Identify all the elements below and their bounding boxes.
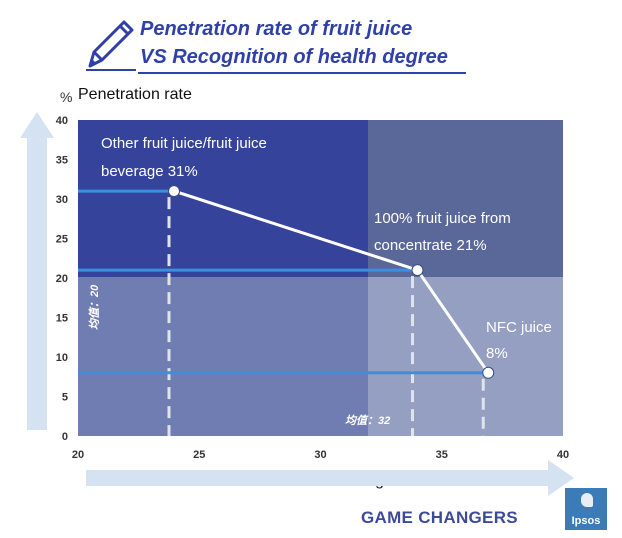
brand-tagline: GAME CHANGERS <box>361 508 518 527</box>
y-tick-label: 15 <box>56 313 68 325</box>
y-tick-label: 25 <box>56 234 68 246</box>
data-point <box>411 264 424 277</box>
y-axis-unit: % <box>60 89 73 105</box>
quadrant-bottom-right <box>368 277 563 436</box>
y-tick-label: 40 <box>56 115 68 127</box>
data-label-line-2: 8% <box>486 345 508 362</box>
data-point <box>482 366 495 379</box>
data-label-line-1: Other fruit juice/fruit juice <box>101 135 267 152</box>
x-tick-label: 25 <box>193 449 205 461</box>
logo-text: Ipsos <box>571 515 601 527</box>
x-tick-label: 30 <box>314 449 326 461</box>
data-label-line-2: concentrate 21% <box>374 237 487 254</box>
y-tick-label: 30 <box>56 194 68 206</box>
data-label-line-1: NFC juice <box>486 319 552 336</box>
y-mean-label: 均值：20 <box>88 284 101 330</box>
chart-title-line-2: VS Recognition of health degree <box>140 46 448 68</box>
data-label-line-1: 100% fruit juice from <box>374 210 511 227</box>
x-tick-label: 40 <box>557 449 569 461</box>
y-tick-label: 5 <box>62 392 68 404</box>
y-tick-label: 0 <box>62 431 68 443</box>
x-axis-label: Health Degree <box>304 472 408 489</box>
quadrant-top-right <box>368 120 563 277</box>
x-tick-label: 35 <box>436 449 448 461</box>
trend-line <box>173 189 490 374</box>
y-tick-label: 10 <box>56 352 68 364</box>
x-tick-label: 20 <box>72 449 84 461</box>
logo-mark-icon <box>581 493 593 507</box>
y-axis-label: Penetration rate <box>78 86 192 103</box>
ipsos-logo: Ipsos <box>565 488 607 530</box>
quadrant-top-left <box>78 120 368 277</box>
pen-icon <box>86 20 136 71</box>
y-axis-arrow <box>20 112 54 430</box>
data-label-line-2: beverage 31% <box>101 163 198 180</box>
data-point <box>168 185 180 198</box>
x-mean-label: 均值：32 <box>345 414 390 427</box>
quadrant-bottom-left <box>78 277 368 436</box>
title-underline <box>138 72 466 74</box>
y-tick-label: 20 <box>56 273 68 285</box>
chart-title-line-1: Penetration rate of fruit juice <box>140 18 413 40</box>
y-tick-label: 35 <box>56 155 68 167</box>
